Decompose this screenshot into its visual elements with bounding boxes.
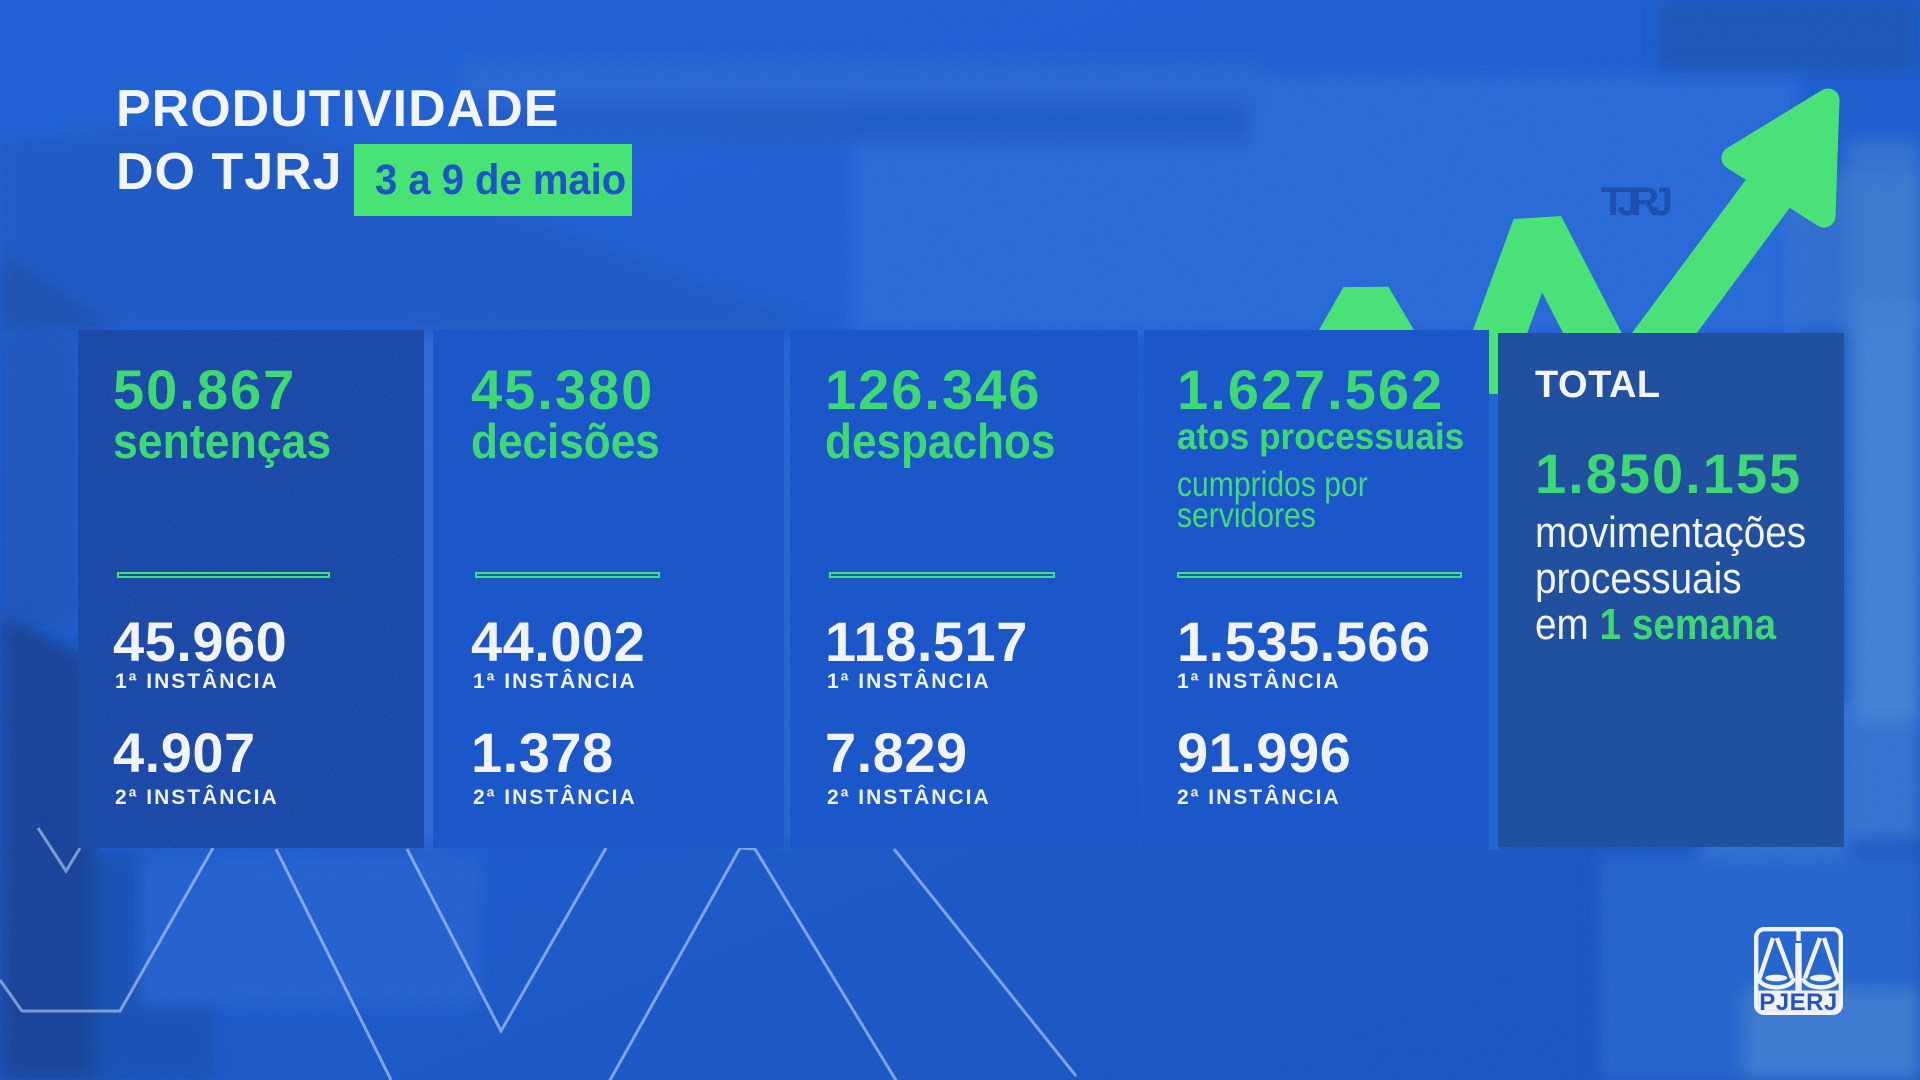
svg-text:PJERJ: PJERJ bbox=[1759, 989, 1838, 1015]
svg-text:TJRJ: TJRJ bbox=[1601, 180, 1679, 224]
